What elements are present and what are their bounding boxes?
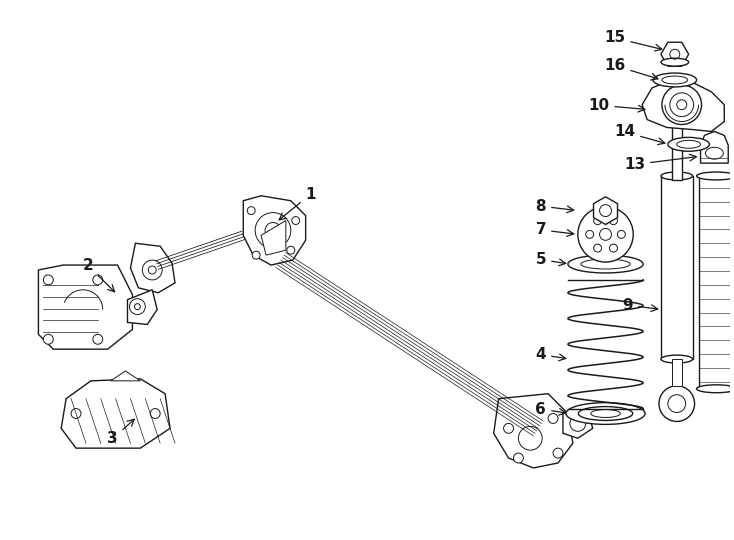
Polygon shape [700,131,728,163]
Polygon shape [111,371,140,381]
Text: 5: 5 [536,252,566,267]
Text: 9: 9 [622,298,658,313]
Circle shape [129,299,145,314]
Bar [699,176,734,389]
Circle shape [578,207,633,262]
Circle shape [252,251,260,259]
Text: 8: 8 [536,199,574,214]
Text: 13: 13 [624,154,697,172]
Text: 11: 11 [0,539,1,540]
Circle shape [150,409,160,419]
Polygon shape [128,290,157,325]
Bar [661,176,693,359]
Polygon shape [243,196,305,265]
Circle shape [548,414,558,423]
Polygon shape [61,379,170,448]
Circle shape [287,246,295,254]
Circle shape [617,231,625,238]
Circle shape [255,213,291,248]
Circle shape [609,244,617,252]
Text: 15: 15 [604,30,662,51]
Circle shape [609,217,617,225]
Polygon shape [661,42,688,66]
Polygon shape [261,220,286,255]
Ellipse shape [697,172,734,180]
Ellipse shape [661,355,693,363]
Text: 6: 6 [535,402,566,416]
Circle shape [514,453,523,463]
Text: 16: 16 [604,58,658,80]
Text: 2: 2 [82,258,115,292]
Circle shape [43,334,54,344]
Circle shape [594,217,602,225]
Bar [672,359,682,386]
Text: 10: 10 [589,98,645,113]
Circle shape [292,217,299,225]
Text: 14: 14 [614,124,665,145]
Circle shape [594,244,602,252]
Text: 3: 3 [107,419,134,446]
Circle shape [71,409,81,419]
Polygon shape [38,265,132,349]
Text: 4: 4 [536,347,566,362]
Ellipse shape [661,58,688,66]
Circle shape [570,415,586,431]
Polygon shape [563,409,592,438]
Circle shape [553,448,563,458]
Ellipse shape [566,403,645,424]
Ellipse shape [661,172,693,180]
Bar [672,102,682,180]
Text: 7: 7 [536,222,574,238]
Circle shape [586,231,594,238]
Circle shape [504,423,514,433]
Polygon shape [131,244,175,293]
Ellipse shape [677,140,700,148]
Polygon shape [494,394,573,468]
Ellipse shape [653,73,697,87]
Circle shape [142,260,162,280]
Polygon shape [594,197,617,225]
Ellipse shape [578,407,633,421]
Circle shape [247,207,255,214]
Circle shape [659,386,694,421]
Circle shape [92,275,103,285]
Ellipse shape [568,255,643,273]
Circle shape [92,334,103,344]
Circle shape [662,85,702,125]
Circle shape [43,275,54,285]
Ellipse shape [697,385,734,393]
Text: 1: 1 [279,187,316,220]
Polygon shape [642,80,724,131]
Ellipse shape [668,137,710,151]
Ellipse shape [662,76,688,84]
Text: 12: 12 [0,539,1,540]
